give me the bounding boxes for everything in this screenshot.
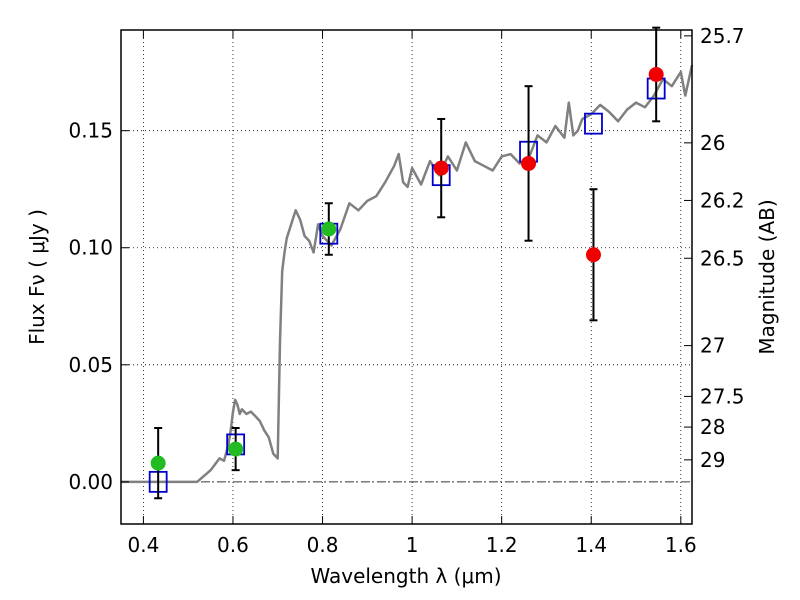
observed-nir-point xyxy=(585,247,601,263)
y-tick-label: 0.10 xyxy=(68,236,113,260)
right-tick-label: 27 xyxy=(700,334,725,358)
observed-optical-point xyxy=(150,455,166,471)
observed-optical-point xyxy=(228,441,244,457)
y-tick-label: 0.00 xyxy=(68,470,113,494)
x-tick-label: 1.6 xyxy=(665,533,697,557)
model-spectrum-line xyxy=(121,64,694,484)
x-tick-label: 1.2 xyxy=(486,533,518,557)
observed-nir-point xyxy=(521,155,537,171)
observed-nir-point xyxy=(433,160,449,176)
right-tick-label: 27.5 xyxy=(700,384,745,408)
x-tick-label: 1 xyxy=(406,533,419,557)
right-tick-label: 25.7 xyxy=(700,24,745,48)
y-tick-label: 0.05 xyxy=(68,353,113,377)
x-tick-label: 0.4 xyxy=(127,533,159,557)
right-tick-label: 26 xyxy=(700,131,725,155)
x-tick-label: 1.4 xyxy=(575,533,607,557)
observed-optical-point xyxy=(321,221,337,237)
x-tick-label: 0.8 xyxy=(307,533,339,557)
observed-nir-point xyxy=(648,66,664,82)
right-axis-title: Magnitude (AB) xyxy=(755,199,779,354)
right-tick-label: 26.2 xyxy=(700,188,745,212)
right-tick-label: 26.5 xyxy=(700,246,745,270)
y-tick-label: 0.15 xyxy=(68,119,113,143)
plot-frame xyxy=(120,29,693,525)
model-photometry-square xyxy=(584,112,603,135)
y-axis-title: Flux Fν ( μJy ) xyxy=(25,209,49,345)
right-tick-label: 29 xyxy=(700,448,725,472)
series-layer xyxy=(121,26,694,500)
right-tick-label: 28 xyxy=(700,415,725,439)
x-tick-label: 0.6 xyxy=(217,533,249,557)
ticks: 0.4 0.6 0.8 1 1.2 1.4 1.6 0.00 0.05 0.10 0.15 25.7 2… xyxy=(68,24,744,557)
plot-background xyxy=(121,30,692,524)
x-axis-title: Wavelength λ (μm) xyxy=(310,564,501,588)
